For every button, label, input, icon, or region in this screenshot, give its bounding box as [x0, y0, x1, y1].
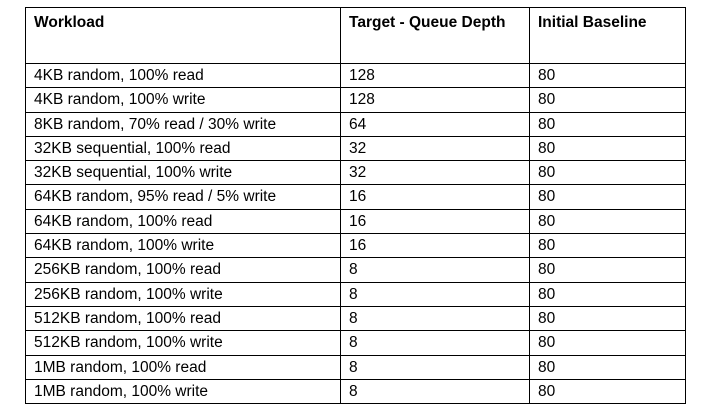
queue-depth-cell: 16 — [340, 184, 530, 210]
baseline-cell: 80 — [529, 257, 686, 283]
baseline-cell: 80 — [529, 208, 686, 235]
workload-cell: 64KB random, 100% read — [25, 208, 341, 235]
workload-cell: 64KB random, 95% read / 5% write — [25, 184, 341, 210]
workload-cell: 256KB random, 100% read — [25, 257, 341, 283]
table-row: 64KB random, 100% read 16 80 — [25, 208, 686, 235]
workload-cell: 32KB sequential, 100% read — [25, 135, 341, 162]
workload-cell: 64KB random, 100% write — [25, 233, 341, 259]
baseline-cell: 80 — [529, 87, 686, 113]
queue-depth-cell: 8 — [340, 305, 530, 332]
table-row: 32KB sequential, 100% write 32 80 — [25, 160, 686, 186]
baseline-cell: 80 — [529, 354, 686, 380]
baseline-cell: 80 — [529, 233, 686, 259]
table-row: 256KB random, 100% read 8 80 — [25, 257, 686, 283]
table-row: 1MB random, 100% read 8 80 — [25, 354, 686, 380]
table-row: 8KB random, 70% read / 30% write 64 80 — [25, 111, 686, 137]
queue-depth-cell: 8 — [340, 354, 530, 380]
table-row: 32KB sequential, 100% read 32 80 — [25, 135, 686, 162]
header-queue-depth: Target - Queue Depth — [340, 7, 530, 64]
table-row: 4KB random, 100% read 128 80 — [25, 62, 686, 89]
header-initial-baseline: Initial Baseline — [529, 7, 686, 64]
baseline-cell: 80 — [529, 62, 686, 89]
table-body: 4KB random, 100% read 128 80 4KB random, 10… — [25, 62, 686, 405]
queue-depth-cell: 8 — [340, 330, 530, 356]
table-row: 64KB random, 100% write 16 80 — [25, 233, 686, 259]
baseline-cell: 80 — [529, 330, 686, 356]
header-workload: Workload — [25, 7, 341, 64]
workload-cell: 512KB random, 100% write — [25, 330, 341, 356]
baseline-cell: 80 — [529, 135, 686, 162]
workload-cell: 4KB random, 100% write — [25, 87, 341, 113]
baseline-cell: 80 — [529, 378, 686, 405]
table-row: 64KB random, 95% read / 5% write 16 80 — [25, 184, 686, 210]
workload-table: Workload Target - Queue Depth Initial Ba… — [25, 7, 686, 405]
workload-cell: 512KB random, 100% read — [25, 305, 341, 332]
queue-depth-cell: 16 — [340, 208, 530, 235]
table-row: 512KB random, 100% read 8 80 — [25, 305, 686, 332]
baseline-cell: 80 — [529, 160, 686, 186]
queue-depth-cell: 64 — [340, 111, 530, 137]
table-row: 1MB random, 100% write 8 80 — [25, 378, 686, 405]
workload-cell: 4KB random, 100% read — [25, 62, 341, 89]
baseline-cell: 80 — [529, 305, 686, 332]
queue-depth-cell: 128 — [340, 62, 530, 89]
header-row: Workload Target - Queue Depth Initial Ba… — [25, 7, 686, 64]
queue-depth-cell: 8 — [340, 257, 530, 283]
workload-cell: 8KB random, 70% read / 30% write — [25, 111, 341, 137]
queue-depth-cell: 8 — [340, 281, 530, 307]
baseline-cell: 80 — [529, 281, 686, 307]
workload-cell: 256KB random, 100% write — [25, 281, 341, 307]
queue-depth-cell: 16 — [340, 233, 530, 259]
baseline-cell: 80 — [529, 111, 686, 137]
workload-cell: 32KB sequential, 100% write — [25, 160, 341, 186]
queue-depth-cell: 8 — [340, 378, 530, 405]
table-row: 256KB random, 100% write 8 80 — [25, 281, 686, 307]
table-row: 4KB random, 100% write 128 80 — [25, 87, 686, 113]
queue-depth-cell: 32 — [340, 160, 530, 186]
queue-depth-cell: 32 — [340, 135, 530, 162]
workload-cell: 1MB random, 100% read — [25, 354, 341, 380]
workload-cell: 1MB random, 100% write — [25, 378, 341, 405]
queue-depth-cell: 128 — [340, 87, 530, 113]
table-row: 512KB random, 100% write 8 80 — [25, 330, 686, 356]
baseline-cell: 80 — [529, 184, 686, 210]
